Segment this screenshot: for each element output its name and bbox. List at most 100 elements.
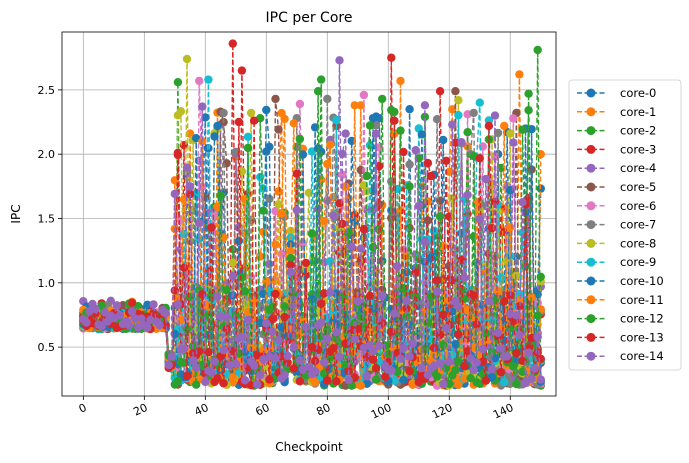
data-point: [167, 352, 176, 361]
data-point: [301, 258, 311, 268]
y-axis-label: IPC: [9, 204, 23, 223]
data-point: [466, 374, 475, 383]
data-point: [313, 345, 323, 354]
data-point: [207, 223, 216, 232]
data-point: [347, 242, 356, 251]
data-point: [185, 182, 195, 191]
data-point: [286, 260, 295, 270]
data-point: [271, 289, 280, 299]
data-point: [396, 354, 405, 363]
data-point: [365, 291, 375, 300]
data-point: [185, 292, 195, 302]
data-point: [216, 312, 225, 321]
data-point: [496, 367, 506, 377]
data-point: [176, 107, 186, 116]
legend-item: core-4: [577, 161, 656, 175]
data-point: [262, 277, 271, 286]
data-point: [420, 307, 430, 316]
data-point: [210, 210, 219, 220]
data-point: [390, 309, 399, 318]
data-point: [439, 340, 448, 350]
data-point: [533, 311, 542, 320]
data-point: [515, 70, 524, 79]
data-point: [457, 138, 466, 147]
legend-label: core-11: [620, 293, 664, 307]
data-point: [350, 218, 359, 227]
data-point: [381, 372, 390, 382]
data-point: [371, 364, 381, 373]
data-point: [371, 375, 381, 384]
data-point: [289, 364, 298, 373]
data-point: [256, 252, 265, 261]
data-point: [307, 294, 317, 303]
legend-marker: [586, 295, 596, 305]
data-point: [429, 343, 439, 353]
data-point: [405, 160, 414, 169]
data-point: [533, 45, 542, 55]
data-point: [368, 355, 378, 364]
data-point: [411, 268, 420, 277]
data-point: [481, 174, 491, 184]
data-point: [259, 206, 268, 215]
data-point: [518, 198, 527, 207]
data-point: [490, 111, 500, 120]
data-point: [286, 267, 295, 276]
data-point: [509, 114, 518, 123]
data-point: [515, 302, 524, 311]
data-point: [249, 116, 259, 125]
data-point: [210, 132, 219, 141]
data-point: [442, 323, 451, 333]
legend-marker: [586, 163, 596, 173]
data-point: [423, 370, 433, 379]
data-point: [323, 376, 332, 385]
data-point: [487, 372, 497, 382]
data-point: [475, 214, 484, 224]
data-point: [192, 380, 201, 389]
data-point: [423, 318, 433, 327]
data-point: [371, 120, 381, 130]
data-point: [439, 310, 448, 320]
data-point: [280, 114, 289, 124]
data-point: [210, 357, 219, 366]
data-point: [405, 105, 414, 114]
data-point: [387, 53, 396, 62]
data-point: [115, 311, 125, 320]
data-point: [512, 348, 521, 358]
legend-label: core-6: [620, 199, 656, 213]
data-point: [127, 298, 137, 307]
legend-marker: [586, 88, 596, 98]
data-point: [338, 292, 347, 301]
data-point: [124, 321, 134, 330]
data-point: [179, 344, 189, 353]
legend-item: core-14: [577, 349, 664, 363]
data-point: [317, 299, 326, 309]
data-point: [262, 105, 271, 115]
data-point: [228, 39, 237, 48]
data-point: [490, 197, 500, 206]
legend-label: core-10: [620, 274, 664, 288]
data-point: [335, 56, 344, 65]
data-point: [283, 351, 292, 361]
data-point: [426, 253, 436, 262]
data-point: [179, 229, 189, 239]
series-core-14: [79, 102, 545, 389]
data-point: [237, 66, 247, 75]
data-point: [463, 305, 472, 315]
legend-label: core-0: [620, 86, 656, 100]
data-point: [506, 186, 515, 195]
legend-marker: [586, 144, 596, 154]
data-point: [527, 374, 536, 384]
data-point: [362, 171, 372, 181]
data-point: [515, 289, 524, 299]
data-point: [356, 244, 365, 253]
data-point: [420, 101, 430, 110]
legend-marker: [586, 126, 596, 136]
data-point: [207, 368, 216, 377]
data-point: [515, 296, 524, 305]
data-point: [457, 285, 466, 294]
data-point: [402, 252, 411, 261]
data-point: [344, 228, 353, 237]
data-point: [521, 378, 530, 388]
data-point: [374, 225, 384, 234]
data-point: [448, 105, 457, 114]
